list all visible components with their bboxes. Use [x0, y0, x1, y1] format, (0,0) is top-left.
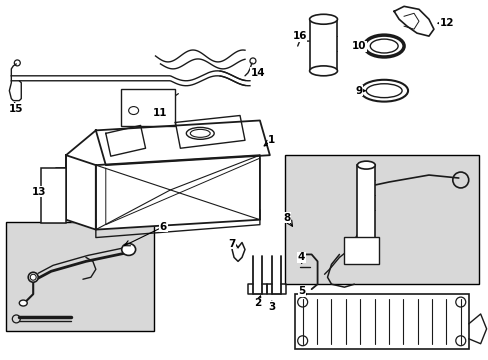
- Text: 13: 13: [32, 187, 46, 197]
- Ellipse shape: [309, 66, 337, 76]
- Bar: [6, 222, 153, 331]
- Polygon shape: [232, 243, 244, 261]
- Ellipse shape: [364, 35, 403, 57]
- Ellipse shape: [186, 127, 214, 139]
- Bar: [294, 294, 468, 349]
- Polygon shape: [66, 155, 96, 230]
- Text: 10: 10: [351, 41, 366, 51]
- Ellipse shape: [19, 300, 27, 306]
- Text: 15: 15: [9, 104, 23, 113]
- Text: 9: 9: [355, 86, 362, 96]
- Ellipse shape: [309, 14, 337, 24]
- Text: 5: 5: [298, 286, 305, 296]
- Ellipse shape: [190, 129, 210, 137]
- Ellipse shape: [28, 272, 38, 282]
- Text: 16: 16: [292, 31, 306, 41]
- Text: 12: 12: [439, 18, 453, 28]
- Text: 14: 14: [250, 68, 264, 78]
- Ellipse shape: [369, 39, 397, 53]
- Text: 2: 2: [254, 298, 261, 308]
- Bar: [284, 155, 478, 284]
- Text: 4: 4: [297, 252, 305, 262]
- Text: 7: 7: [228, 239, 235, 248]
- Text: 3: 3: [268, 302, 275, 312]
- Polygon shape: [105, 125, 145, 156]
- Ellipse shape: [30, 274, 36, 280]
- Text: 1: 1: [268, 135, 275, 145]
- Polygon shape: [96, 121, 269, 165]
- Polygon shape: [393, 6, 433, 36]
- Ellipse shape: [360, 80, 407, 102]
- Polygon shape: [96, 155, 260, 230]
- Ellipse shape: [122, 243, 135, 255]
- Bar: [121, 89, 175, 126]
- Bar: [344, 237, 379, 264]
- Ellipse shape: [357, 161, 374, 169]
- Ellipse shape: [128, 107, 138, 114]
- Bar: [309, 19, 337, 71]
- Bar: [357, 165, 374, 239]
- Text: 8: 8: [283, 213, 290, 223]
- Polygon shape: [175, 116, 244, 148]
- Text: 11: 11: [153, 108, 167, 117]
- Ellipse shape: [366, 84, 401, 98]
- Text: 6: 6: [160, 222, 167, 231]
- Bar: [41, 168, 66, 223]
